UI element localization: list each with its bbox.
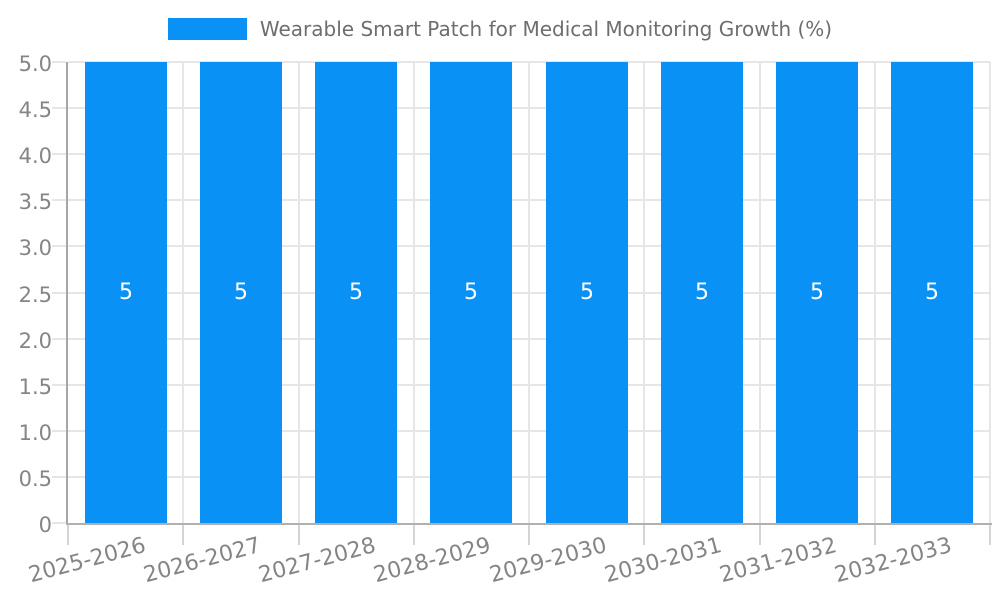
gridline-vertical [643, 62, 645, 523]
y-tick-label: 2.0 [18, 329, 52, 353]
bar[interactable]: 5 [430, 62, 512, 523]
y-tick-label: 3.0 [18, 236, 52, 260]
bar[interactable]: 5 [661, 62, 743, 523]
bar-value-label: 5 [464, 280, 478, 305]
y-tick-label: 1.5 [18, 375, 52, 399]
gridline-vertical [989, 62, 991, 523]
x-tick-label: 2031-2032 [717, 533, 840, 589]
bar[interactable]: 5 [891, 62, 973, 523]
legend-swatch-icon [167, 18, 247, 40]
x-tick-mark [759, 525, 761, 545]
plot-area: 0 0.5 1.0 1.5 2.0 2.5 3.0 3.5 4.0 4.5 5.0 5 5 5 5 5 5 5 5… [19, 52, 992, 588]
x-tick-mark [874, 525, 876, 545]
bar[interactable]: 5 [200, 62, 282, 523]
bar-value-label: 5 [349, 280, 363, 305]
gridline-vertical [874, 62, 876, 523]
bar[interactable]: 5 [85, 62, 167, 523]
y-tick-mark [52, 153, 66, 155]
y-tick-mark [52, 61, 66, 63]
y-axis-line [66, 62, 68, 525]
y-tick-mark [52, 292, 66, 294]
y-tick-label: 1.0 [18, 421, 52, 445]
bar-value-label: 5 [234, 280, 248, 305]
y-tick-label: 0 [38, 513, 52, 537]
bar[interactable]: 5 [315, 62, 397, 523]
bar[interactable]: 5 [546, 62, 628, 523]
y-tick-mark [52, 338, 66, 340]
x-tick-label: 2027-2028 [256, 533, 379, 589]
x-axis-line [66, 523, 992, 525]
x-tick-mark [67, 525, 69, 545]
x-tick-label: 2026-2027 [141, 533, 264, 589]
bar-value-label: 5 [810, 280, 824, 305]
gridline-vertical [759, 62, 761, 523]
bar-value-label: 5 [580, 280, 594, 305]
y-tick-mark [52, 430, 66, 432]
x-tick-label: 2025-2026 [26, 533, 149, 589]
y-tick-label: 4.5 [18, 98, 52, 122]
x-tick-label: 2030-2031 [602, 533, 725, 589]
gridline-vertical [413, 62, 415, 523]
y-tick-mark [52, 107, 66, 109]
x-tick-mark [298, 525, 300, 545]
gridline-vertical [182, 62, 184, 523]
y-tick-mark [52, 522, 66, 524]
gridline-vertical [528, 62, 530, 523]
bar[interactable]: 5 [776, 62, 858, 523]
x-tick-mark [182, 525, 184, 545]
bar-value-label: 5 [925, 280, 939, 305]
x-tick-label: 2029-2030 [487, 533, 610, 589]
x-tick-mark [413, 525, 415, 545]
bar-value-label: 5 [695, 280, 709, 305]
y-tick-label: 0.5 [18, 467, 52, 491]
x-tick-mark [643, 525, 645, 545]
x-tick-mark [989, 525, 991, 545]
y-tick-label: 5.0 [18, 52, 52, 76]
y-tick-mark [52, 245, 66, 247]
legend-label: Wearable Smart Patch for Medical Monitor… [259, 17, 833, 41]
y-tick-mark [52, 199, 66, 201]
x-tick-label: 2032-2033 [832, 533, 955, 589]
bar-value-label: 5 [119, 280, 133, 305]
x-tick-mark [528, 525, 530, 545]
y-tick-label: 2.5 [18, 283, 52, 307]
chart-legend[interactable]: Wearable Smart Patch for Medical Monitor… [0, 17, 1000, 41]
y-tick-label: 4.0 [18, 144, 52, 168]
x-tick-label: 2028-2029 [371, 533, 494, 589]
y-tick-mark [52, 384, 66, 386]
y-tick-label: 3.5 [18, 190, 52, 214]
gridline-vertical [298, 62, 300, 523]
y-tick-mark [52, 476, 66, 478]
